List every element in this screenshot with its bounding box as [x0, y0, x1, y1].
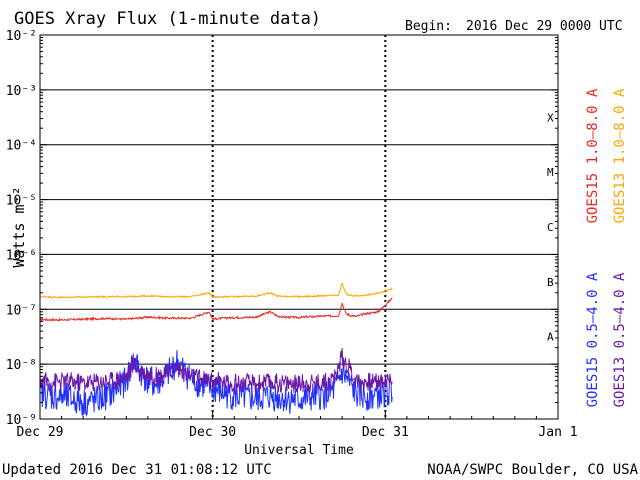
series-line-goes15-1-0-8-0-a: [40, 297, 393, 322]
y-tick-label: 10⁻⁶: [6, 248, 37, 263]
legend-entry: GOES15 1.0–8.0 A: [585, 88, 601, 223]
begin-value: 2016 Dec 29 0000 UTC: [466, 19, 623, 34]
y-axis-label: Watts m⁻²: [10, 186, 28, 267]
y-tick-label: 10⁻³: [6, 84, 37, 99]
y-tick-label: 10⁻⁵: [6, 194, 37, 209]
flare-class-A: A: [547, 331, 554, 344]
x-axis-label: Universal Time: [244, 443, 354, 458]
legend-entry: GOES15 0.5–4.0 A: [585, 272, 601, 407]
x-tick-label: Jan 1: [538, 425, 577, 440]
y-tick-label: 10⁻⁸: [6, 358, 37, 373]
x-tick-label: Dec 29: [17, 425, 64, 440]
legend: GOES15 1.0–8.0 A GOES13 1.0–8.0 A GOES15 0…: [585, 88, 628, 407]
legend-entry: GOES13 0.5–4.0 A: [612, 272, 628, 407]
x-tick-label: Dec 30: [189, 425, 236, 440]
series-layer: [39, 282, 393, 418]
flare-class-M: M: [547, 166, 554, 179]
series-line-goes13-0-5-4-0-a: [39, 347, 393, 393]
updated-timestamp: Updated 2016 Dec 31 01:08:12 UTC: [2, 462, 272, 478]
series-line-goes13-1-0-8-0-a: [39, 282, 393, 299]
flare-class-B: B: [547, 276, 554, 289]
flare-class-C: C: [547, 221, 554, 234]
y-tick-label: 10⁻²: [6, 29, 37, 44]
grid-layer: [40, 35, 558, 419]
y-tick-label: 10⁻⁹: [6, 413, 37, 428]
y-tick-label: 10⁻⁴: [6, 139, 37, 154]
chart-title: GOES Xray Flux (1-minute data): [14, 9, 321, 29]
begin-label: Begin:: [405, 19, 452, 34]
flare-class-X: X: [547, 111, 554, 124]
x-tick-label: Dec 31: [362, 425, 409, 440]
legend-entry: GOES13 1.0–8.0 A: [612, 88, 628, 223]
credit-text: NOAA/SWPC Boulder, CO USA: [427, 462, 638, 478]
plot-frame: [39, 34, 559, 420]
y-tick-label: 10⁻⁷: [6, 303, 37, 318]
